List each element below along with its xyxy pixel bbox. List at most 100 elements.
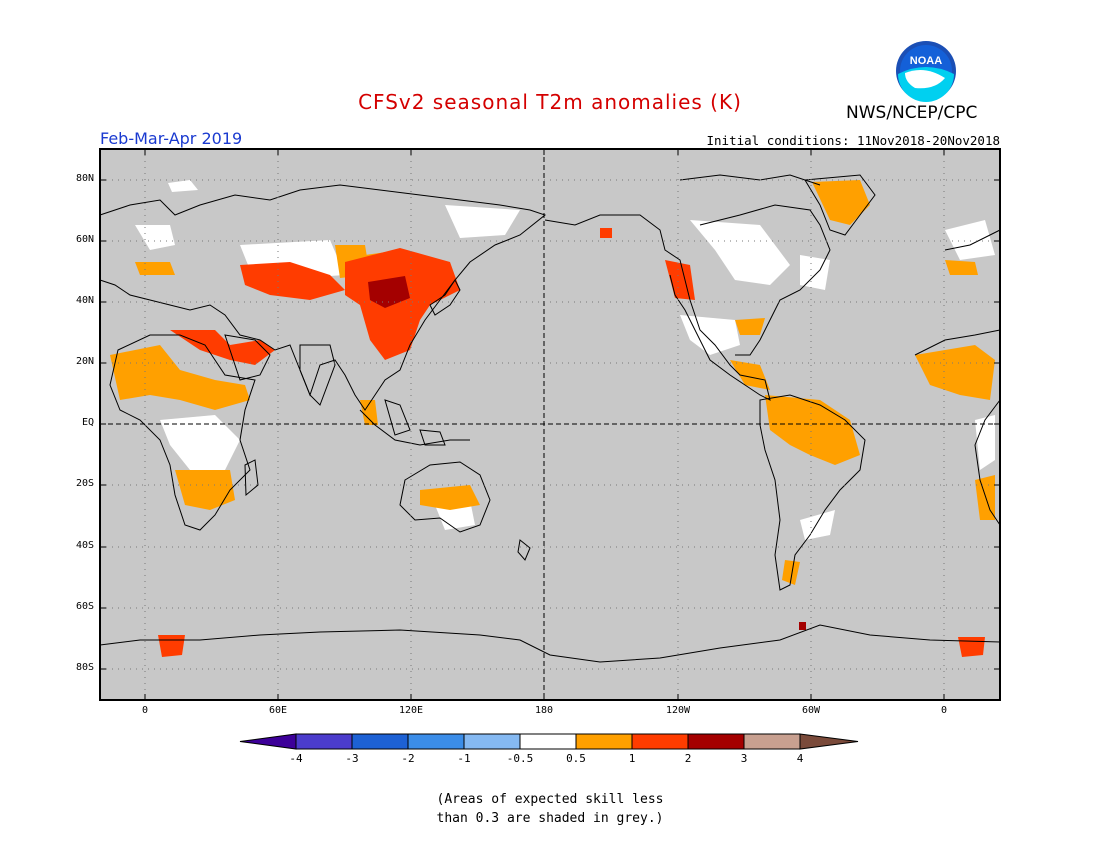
anomaly-region-orange [765,395,860,465]
lat-label: EQ [81,417,94,428]
anomaly-region-white [680,315,740,355]
colorbar-tick-label: 3 [740,752,748,765]
colorbar-tick-label: 1 [628,752,636,765]
colorbar-arrow-right [799,733,859,750]
lat-label: 60N [75,234,94,245]
anomaly-region-orange [110,345,250,410]
forecast-period: Feb-Mar-Apr 2019 [100,129,243,148]
colorbar-tick-label: 2 [684,752,692,765]
anomaly-region-red [170,330,275,365]
anomaly-region-orange [175,470,235,510]
coastline [419,429,446,446]
anomaly-region-white [135,225,175,250]
anomaly-region-white [800,255,830,290]
lon-label: 60E [268,705,288,716]
noaa-logo: NOAA [896,41,956,102]
coastline [99,624,1001,663]
coastline [109,334,256,531]
colorbar [239,733,859,750]
anomaly-regions [110,180,995,657]
anomaly-region-darkred [799,622,806,630]
colorbar-segment [407,733,465,750]
skill-note-line1: (Areas of expected skill less [436,792,664,807]
colorbar-tick-label: -4 [289,752,303,765]
chart-title: CFSv2 seasonal T2m anomalies (K) [358,90,742,114]
lon-label: 60W [801,705,821,716]
coastline [359,409,470,446]
colorbar-segment [295,733,353,750]
colorbar-segment [519,733,577,750]
colorbar-segment [631,733,689,750]
coastline [517,539,531,561]
anomaly-region-orange [782,560,800,585]
coastline [429,279,461,316]
coastline [244,459,259,497]
anomaly-region-red [345,248,460,360]
logo-text: NOAA [910,55,942,67]
lon-label: 180 [534,705,554,716]
colorbar-segment [463,733,521,750]
colorbar-tick-label: -0.5 [506,752,534,765]
anomaly-region-orange [945,260,978,275]
lat-label: 80S [75,662,94,673]
coastlines [99,174,1001,663]
anomaly-region-white [168,180,198,192]
coastline [224,334,271,381]
lat-label: 40S [75,540,94,551]
coastline [804,174,876,236]
anomaly-region-red [958,637,985,657]
colorbar-segment [351,733,409,750]
anomaly-region-white [800,510,835,540]
colorbar-segment [575,733,633,750]
coastline [99,184,547,411]
lat-label: 20N [75,356,94,367]
anomaly-region-white [160,415,240,470]
colorbar-tick-label: -2 [401,752,415,765]
colorbar-tick-label: -3 [345,752,359,765]
lon-label: 120E [398,705,424,716]
anomaly-region-orange [730,360,770,390]
coastline [944,229,1001,251]
anomaly-region-orange [812,180,870,225]
anomaly-region-orange [135,262,175,275]
coastline [699,204,831,356]
colorbar-arrow-left [239,733,297,750]
grid-lines [100,149,1000,700]
colorbar-tick-label: -1 [457,752,471,765]
anomaly-region-white [975,415,995,470]
colorbar-segment [687,733,745,750]
anomaly-region-red [600,228,612,238]
coastline [974,399,1001,526]
anomaly-region-orange [360,400,378,425]
anomaly-region-white [690,220,790,285]
lat-label: 20S [75,478,94,489]
colorbar-tick-label: 0.5 [566,752,586,765]
axis-ticks [100,149,1000,700]
anomaly-region-white [945,220,995,260]
anomaly-region-white [445,205,520,238]
skill-note-line2: than 0.3 are shaded in grey.) [436,811,664,826]
initial-conditions: Initial conditions: 11Nov2018-20Nov2018 [706,133,1001,148]
anomaly-region-orange [915,345,995,400]
anomaly-region-red [158,635,185,657]
lat-label: 80N [75,173,94,184]
anomaly-region-darkred [368,276,410,308]
anomaly-region-orange [735,318,765,335]
colorbar-tick-label: 4 [796,752,804,765]
colorbar-segment [743,733,801,750]
coastline [384,399,411,436]
lat-label: 40N [75,295,94,306]
coastline [759,394,866,591]
lon-label: 0 [940,705,948,716]
coastline [399,461,491,533]
lon-label: 120W [665,705,691,716]
lon-label: 0 [141,705,149,716]
anomaly-region-red [240,262,345,300]
coastline [299,344,336,406]
anomaly-region-orange [420,485,480,510]
coastline [914,329,1001,356]
coastline [544,214,771,401]
lat-label: 60S [75,601,94,612]
agency-label: NWS/NCEP/CPC [846,103,978,123]
